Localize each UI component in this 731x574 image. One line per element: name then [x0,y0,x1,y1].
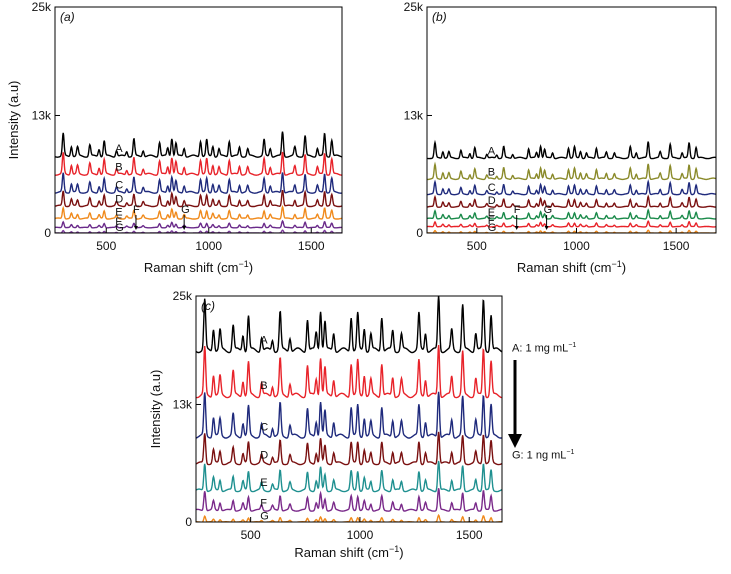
series-label-A: A [488,146,496,158]
series-label-E: E [260,477,267,489]
top-concentration-label: A: 1 mg mL−1 [512,342,576,355]
series-line-A [196,296,502,354]
series-line-B [55,151,342,176]
peak-marker-label-G: G [544,204,553,216]
x-tick-label: 1000 [347,528,374,542]
y-tick-label: 25k [173,289,193,303]
peak-marker-label-F: F [133,204,140,216]
top-concentration-text: A: 1 mg mL [512,342,569,355]
plot-frame [426,6,717,234]
series-label-F: F [115,216,122,228]
y-tick-label: 13k [32,108,52,122]
series-label-D: D [115,194,123,206]
y-tick-label: 0 [416,226,423,240]
x-axis-label: Raman shift (cm−1) [294,544,403,560]
y-tick-label: 0 [44,226,51,240]
y-tick-label: 0 [185,515,192,529]
peak-marker-arrow-icon [544,226,549,230]
x-tick-label: 1500 [663,239,690,253]
y-axis-label: Intensity (a.u) [6,81,21,160]
series-label-C: C [115,180,123,192]
x-tick-label: 1500 [456,528,483,542]
peak-marker-label-G: G [181,204,190,216]
series-label-A: A [115,143,123,155]
series-label-F: F [260,497,267,509]
series-label-B: B [260,380,267,392]
series-label-D: D [260,450,268,462]
series-line-D [427,194,716,208]
series-label-C: C [488,182,496,194]
series-label-G: G [260,510,269,522]
x-tick-label: 1000 [195,239,222,253]
chart-panel-2: A B C D EFG 500 1000 1500 0 13k 25k (c) Raman shift … [148,289,503,560]
peak-marker-arrow-icon [133,226,138,230]
series-line-F [427,220,716,228]
plot-frame [195,295,503,523]
peak-marker-arrow-icon [514,226,519,230]
series-label-D: D [488,195,496,207]
series-line-B [196,345,502,399]
series-line-D [55,189,342,208]
series-label-G: G [115,222,124,234]
series-label-G: G [488,222,497,234]
y-tick-label: 25k [32,0,52,14]
bottom-concentration-text: G: 1 ng mL [512,449,567,462]
series-line-C [55,172,342,194]
series-label-B: B [115,161,122,173]
series-line-B [427,161,716,181]
series-line-E [427,208,716,220]
series-label-E: E [488,207,495,219]
y-tick-label: 25k [404,0,424,14]
y-tick-label: 13k [404,108,424,122]
series-group [196,296,502,522]
peak-marker-label-F: F [514,204,521,216]
bottom-concentration-sup: −1 [566,449,575,456]
panel-label: (c) [201,299,215,313]
x-axis-label: Raman shift (cm−1) [517,259,626,275]
series-line-E [196,460,502,493]
panel-label: (a) [60,10,75,24]
plot-frame [54,6,343,234]
x-tick-label: 500 [241,528,261,542]
series-label-F: F [488,215,495,227]
series-line-D [196,431,502,466]
panel-label: (b) [432,10,447,24]
series-line-F [196,488,502,512]
y-axis-label: Intensity (a.u) [148,370,163,449]
x-axis-label: Raman shift (cm−1) [144,259,253,275]
bottom-concentration-label: G: 1 ng mL−1 [512,449,574,462]
top-concentration-sup: −1 [568,342,577,349]
series-label-B: B [488,166,495,178]
series-group [427,139,716,233]
y-tick-label: 13k [173,397,193,411]
x-tick-label: 500 [96,239,116,253]
concentration-arrow-icon [508,360,522,448]
x-tick-label: 500 [467,239,487,253]
series-line-A [427,139,716,160]
series-line-G [196,513,502,522]
x-tick-label: 1000 [563,239,590,253]
series-group [55,131,342,233]
peak-marker-arrow-icon [182,226,187,230]
series-label-E: E [115,207,122,219]
series-line-E [55,204,342,220]
series-line-A [55,131,342,158]
series-label-A: A [260,335,268,347]
series-line-C [196,391,502,439]
x-tick-label: 1500 [298,239,325,253]
series-line-C [427,179,716,196]
series-label-C: C [260,421,268,433]
series-line-F [55,219,342,229]
